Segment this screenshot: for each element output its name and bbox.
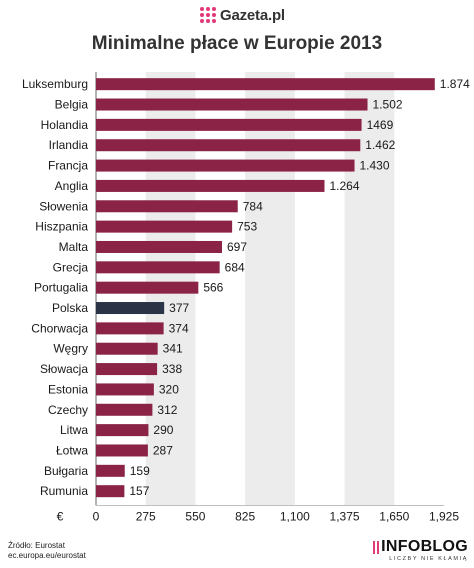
bar	[96, 424, 149, 437]
infoblog-tagline: LICZBY NIE KŁAMIĄ	[389, 556, 468, 562]
value-label: 1469	[367, 118, 394, 132]
category-label: Polska	[52, 301, 88, 315]
bar-highlight	[96, 302, 165, 315]
value-label: 159	[130, 464, 150, 478]
infoblog-logo[interactable]: INFOBLOG LICZBY NIE KŁAMIĄ	[373, 539, 468, 563]
value-label: 157	[129, 484, 149, 498]
infoblog-bars-icon	[373, 540, 380, 554]
source-line-1: Źródło: Eurostat	[8, 541, 65, 550]
chart-title: Minimalne płace w Europie 2013	[91, 33, 383, 54]
category-label: Litwa	[60, 423, 88, 437]
bar	[96, 98, 368, 111]
bar	[96, 200, 238, 213]
category-label: Łotwa	[56, 443, 88, 457]
category-label: Grecja	[53, 260, 89, 274]
bar	[96, 444, 148, 457]
bars	[96, 78, 435, 498]
bar	[96, 464, 125, 477]
category-label: Słowacja	[40, 362, 88, 376]
bar	[96, 78, 435, 91]
category-label: Rumunia	[40, 484, 88, 498]
grid-band	[245, 72, 295, 506]
header: Gazeta.pl Minimalne płace w Europie 2013	[0, 0, 474, 70]
value-label: 320	[159, 382, 179, 396]
bar-chart: Luksemburg Belgia Holandia Irlandia Francja A…	[22, 72, 470, 523]
category-label: Czechy	[48, 403, 88, 417]
category-label: Belgia	[55, 98, 89, 112]
x-tick-labels: €0 275 550 825 1,100 1,375 1,650 1,925	[57, 509, 460, 523]
bar	[96, 179, 325, 192]
value-label: 684	[225, 260, 245, 274]
source-line-2: ec.europa.eu/eurostat	[8, 551, 86, 560]
category-label: Hiszpania	[35, 220, 88, 234]
bar	[96, 220, 233, 233]
logo-text: Gazeta.pl	[220, 6, 285, 24]
x-tick-label: 0	[93, 509, 100, 523]
x-tick-label: 825	[235, 509, 255, 523]
bar	[96, 403, 153, 416]
value-label: 312	[157, 403, 177, 417]
value-label: 374	[169, 321, 189, 335]
value-label: 1.264	[330, 179, 360, 193]
value-label: 341	[163, 342, 183, 356]
bar	[96, 342, 158, 355]
value-label: 784	[243, 199, 263, 213]
value-label: 377	[169, 301, 189, 315]
infoblog-brand: INFOBLOG	[373, 539, 468, 555]
x-tick-label: 1,925	[429, 509, 459, 523]
source-note: Źródło: Eurostat ec.europa.eu/eurostat	[8, 541, 86, 561]
value-label: 290	[153, 423, 173, 437]
x-tick-label: 1,650	[379, 509, 409, 523]
category-label: Holandia	[41, 118, 89, 132]
value-label: 338	[162, 362, 182, 376]
bar	[96, 363, 158, 376]
x-axis-unit: €	[57, 509, 64, 523]
value-label: 287	[153, 443, 173, 457]
x-tick-label: 1,375	[330, 509, 360, 523]
x-tick-label: 1,100	[280, 509, 310, 523]
gazeta-logo[interactable]: Gazeta.pl	[200, 6, 285, 24]
bar	[96, 281, 199, 294]
category-label: Estonia	[48, 382, 88, 396]
category-label: Portugalia	[34, 281, 88, 295]
category-label: Chorwacja	[31, 321, 88, 335]
value-label: 566	[203, 281, 223, 295]
bar	[96, 383, 154, 396]
category-label: Anglia	[55, 179, 89, 193]
bar	[96, 261, 220, 274]
value-label: 1.874	[440, 77, 470, 91]
category-label: Bułgaria	[44, 464, 88, 478]
category-label: Malta	[59, 240, 89, 254]
bar	[96, 118, 362, 131]
bar	[96, 485, 125, 498]
grid-band	[344, 72, 395, 506]
category-labels: Luksemburg Belgia Holandia Irlandia Francja A…	[22, 77, 88, 498]
bar	[96, 322, 164, 335]
value-label: 1.502	[373, 98, 403, 112]
category-label: Luksemburg	[22, 77, 88, 91]
value-label: 1.430	[360, 159, 390, 173]
bar	[96, 139, 361, 152]
logo-dots-icon	[200, 7, 216, 23]
value-label: 1.462	[365, 138, 395, 152]
category-label: Francja	[48, 159, 88, 173]
category-label: Irlandia	[49, 138, 89, 152]
bar	[96, 240, 223, 253]
x-tick-label: 550	[185, 509, 205, 523]
x-tick-label: 275	[136, 509, 156, 523]
value-label: 697	[227, 240, 247, 254]
value-label: 753	[237, 220, 257, 234]
category-label: Słowenia	[39, 199, 88, 213]
bar	[96, 159, 355, 172]
category-label: Węgry	[53, 342, 88, 356]
infoblog-brand-text: INFOBLOG	[381, 538, 468, 555]
